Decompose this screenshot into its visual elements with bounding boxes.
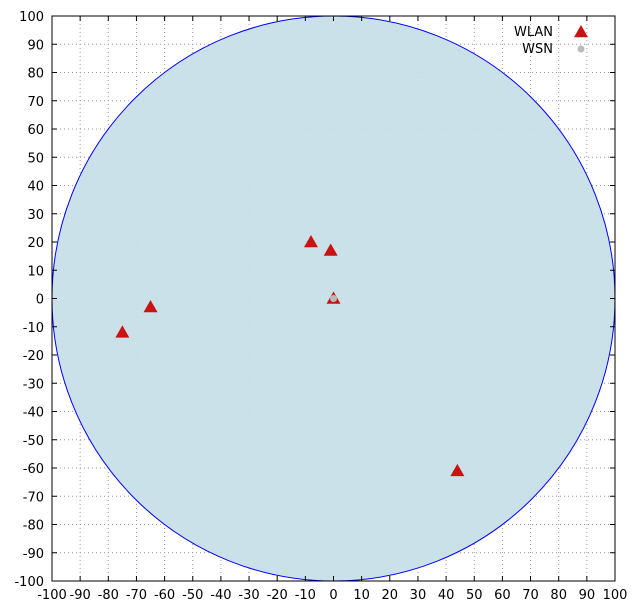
y-tick-label: -30	[23, 377, 44, 392]
y-tick-label: 20	[27, 236, 44, 251]
y-tick-label: 40	[27, 180, 44, 195]
x-tick-label: -30	[238, 588, 259, 603]
wlan-point	[323, 243, 338, 256]
y-tick-label: -100	[14, 575, 44, 590]
y-tick-label: -50	[23, 434, 44, 449]
y-tick-label: 50	[27, 151, 44, 166]
x-tick-label: 30	[410, 588, 427, 603]
y-tick-label: 30	[27, 208, 44, 223]
y-tick-label: 60	[27, 123, 44, 138]
legend-label: WSN	[522, 42, 553, 57]
legend-wsn-marker	[577, 45, 585, 53]
x-tick-label: 60	[494, 588, 511, 603]
x-tick-label: 20	[382, 588, 399, 603]
y-tick-label: -40	[23, 406, 44, 421]
y-tick-label: -90	[23, 547, 44, 562]
x-tick-label: -40	[210, 588, 231, 603]
x-tick-label: -50	[182, 588, 203, 603]
y-tick-label: -80	[23, 519, 44, 534]
wsn-point	[330, 295, 337, 302]
x-tick-label: 50	[466, 588, 483, 603]
y-tick-label: 100	[19, 10, 44, 25]
x-tick-label: -10	[295, 588, 316, 603]
y-tick-label: 80	[27, 67, 44, 82]
y-tick-label: 70	[27, 95, 44, 110]
y-tick-label: -20	[23, 349, 44, 364]
y-tick-label: -60	[23, 462, 44, 477]
x-tick-label: -70	[126, 588, 147, 603]
legend-wlan-marker	[574, 25, 588, 38]
y-tick-label: 0	[36, 293, 44, 308]
y-tick-label: 10	[27, 264, 44, 279]
legend-label: WLAN	[514, 25, 553, 40]
wlan-point	[143, 299, 158, 313]
legend: WLAN WSN	[514, 25, 588, 57]
x-tick-label: -100	[37, 588, 67, 603]
wlan-point	[115, 325, 130, 338]
y-tick-label: 90	[27, 38, 44, 53]
wlan-point	[450, 463, 465, 477]
x-tick-label: 10	[353, 588, 370, 603]
data-points	[115, 235, 465, 477]
x-tick-label: 40	[438, 588, 455, 603]
x-tick-label: -60	[154, 588, 175, 603]
x-tick-label: -20	[267, 588, 288, 603]
x-tick-label: 70	[522, 588, 539, 603]
x-tick-label: 90	[579, 588, 596, 603]
x-tick-label: -90	[70, 588, 91, 603]
y-axis-ticks: 1009080706050403020100-10-20-30-40-50-60…	[14, 10, 615, 590]
x-tick-label: 80	[550, 588, 567, 603]
y-tick-label: -10	[23, 321, 44, 336]
x-axis-ticks: -100 -90 -80 -70 -60 -50 -40 -30 -20 -10 0 10 20 30 40…	[37, 16, 627, 603]
x-tick-label: 0	[329, 588, 337, 603]
x-tick-label: -80	[98, 588, 119, 603]
y-tick-label: -70	[23, 490, 44, 505]
x-tick-label: 100	[603, 588, 628, 603]
wlan-point	[303, 235, 318, 248]
